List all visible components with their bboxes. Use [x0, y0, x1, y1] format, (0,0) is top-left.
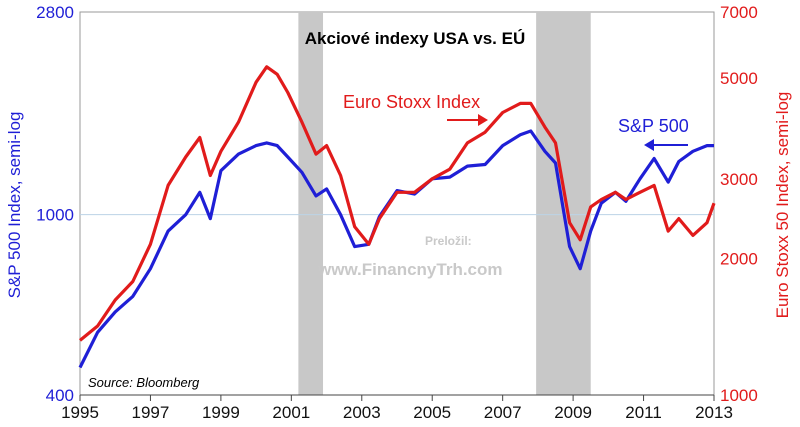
x-tick-label: 1997 [132, 403, 170, 422]
watermark-url: www.FinancnyTrh.com [317, 260, 503, 279]
x-tick-label: 2005 [413, 403, 451, 422]
x-tick-label: 2011 [625, 403, 662, 422]
sp500-arrow-icon [644, 139, 688, 151]
euro-arrow-icon [447, 114, 488, 126]
x-tick-label: 1999 [202, 403, 240, 422]
left-tick-label: 400 [46, 386, 74, 405]
right-tick-label: 5000 [720, 69, 758, 88]
left-axis: 400 1000 2800 [36, 3, 74, 405]
chart-title: Akciové indexy USA vs. EÚ [305, 29, 525, 48]
x-tick-label: 2003 [343, 403, 381, 422]
right-axis: 1000 2000 3000 5000 7000 [720, 3, 758, 405]
x-tick-label: 2007 [484, 403, 522, 422]
sp500-label: S&P 500 [618, 116, 689, 136]
right-tick-label: 2000 [720, 250, 758, 269]
right-tick-label: 1000 [720, 386, 758, 405]
x-tick-label: 2013 [695, 403, 733, 422]
euro-stoxx-label: Euro Stoxx Index [343, 92, 480, 112]
left-tick-label: 1000 [36, 206, 74, 225]
x-tick-label: 2001 [272, 403, 310, 422]
right-tick-label: 3000 [720, 170, 758, 189]
left-tick-label: 2800 [36, 3, 74, 22]
series-layer [78, 65, 716, 369]
plot-area [79, 11, 715, 396]
right-tick-label: 7000 [720, 3, 758, 22]
x-tick-label: 1995 [61, 403, 99, 422]
x-axis: 1995 1997 1999 2001 2003 2005 2007 2009 2011 2013 [61, 394, 733, 422]
watermark-caption: Preložil: [425, 234, 472, 248]
source-note: Source: Bloomberg [88, 375, 200, 390]
right-axis-label: Euro Stoxx 50 Index, semi-log [773, 92, 792, 319]
x-tick-label: 2009 [554, 403, 592, 422]
series-line-euro-stoxx [78, 65, 716, 342]
left-axis-label: S&P 500 Index, semi-log [5, 112, 24, 299]
recession-band-1 [298, 12, 324, 395]
